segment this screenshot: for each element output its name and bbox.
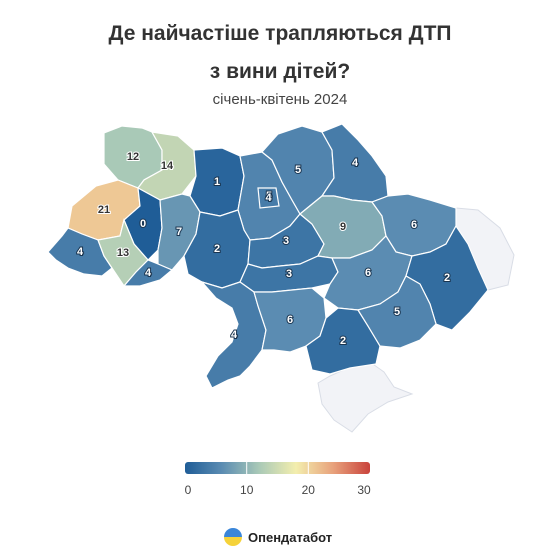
region-value-mykolaiv: 6 bbox=[287, 314, 293, 326]
legend-tick-20: 20 bbox=[302, 483, 316, 497]
legend-tick-0: 0 bbox=[185, 483, 192, 497]
regions-layer bbox=[47, 123, 489, 389]
region-value-donetsk: 2 bbox=[444, 272, 450, 284]
region-value-kyiv-oblast: 5 bbox=[266, 190, 272, 202]
region-zaporizhzhia[interactable] bbox=[357, 275, 437, 349]
region-value-vinnytsia: 2 bbox=[214, 243, 220, 255]
region-value-sumy: 4 bbox=[352, 157, 359, 169]
region-value-kharkiv: 6 bbox=[411, 219, 417, 231]
region-odesa[interactable] bbox=[200, 280, 267, 389]
region-zakarpattia[interactable] bbox=[47, 227, 113, 277]
region-value-ivano-frankivsk: 13 bbox=[117, 247, 129, 259]
region-value-kyiv-city: 4 bbox=[265, 192, 272, 204]
region-value-ternopil: 0 bbox=[140, 218, 146, 230]
brand-name: Опендатабот bbox=[248, 529, 333, 545]
region-value-volyn: 12 bbox=[127, 151, 139, 163]
region-value-kirovohrad: 3 bbox=[286, 268, 292, 280]
brand-footer: Опендатабот bbox=[224, 526, 332, 548]
region-value-dnipropetrovsk: 6 bbox=[365, 267, 371, 279]
map-title: Де найчастіше трапляються ДТП bbox=[108, 22, 452, 45]
region-value-zakarpattia: 4 bbox=[77, 246, 84, 258]
legend-tick-30: 30 bbox=[357, 483, 371, 497]
map-title-line-2: з вини дітей? bbox=[209, 60, 351, 83]
region-value-poltava: 9 bbox=[340, 221, 346, 233]
region-value-chernivtsi: 4 bbox=[145, 267, 152, 279]
region-value-odesa: 4 bbox=[231, 329, 238, 341]
region-chernivtsi[interactable] bbox=[122, 259, 174, 287]
region-value-lviv: 21 bbox=[98, 204, 110, 216]
region-kyiv-city[interactable] bbox=[257, 187, 280, 209]
region-value-chernihiv: 5 bbox=[295, 164, 301, 176]
opendatabot-logo-icon bbox=[224, 528, 242, 546]
legend-tick-10: 10 bbox=[240, 483, 254, 497]
legend-color-bar bbox=[185, 462, 370, 474]
region-value-rivne: 14 bbox=[161, 160, 174, 172]
region-value-kherson: 2 bbox=[340, 335, 346, 347]
region-value-khmelnytskyi: 7 bbox=[176, 226, 182, 238]
region-value-cherkasy: 3 bbox=[283, 235, 289, 247]
region-value-zaporizhzhia: 5 bbox=[394, 306, 400, 318]
map-subtitle: січень-квітень 2024 bbox=[212, 91, 348, 108]
region-value-zhytomyr: 1 bbox=[214, 176, 220, 188]
